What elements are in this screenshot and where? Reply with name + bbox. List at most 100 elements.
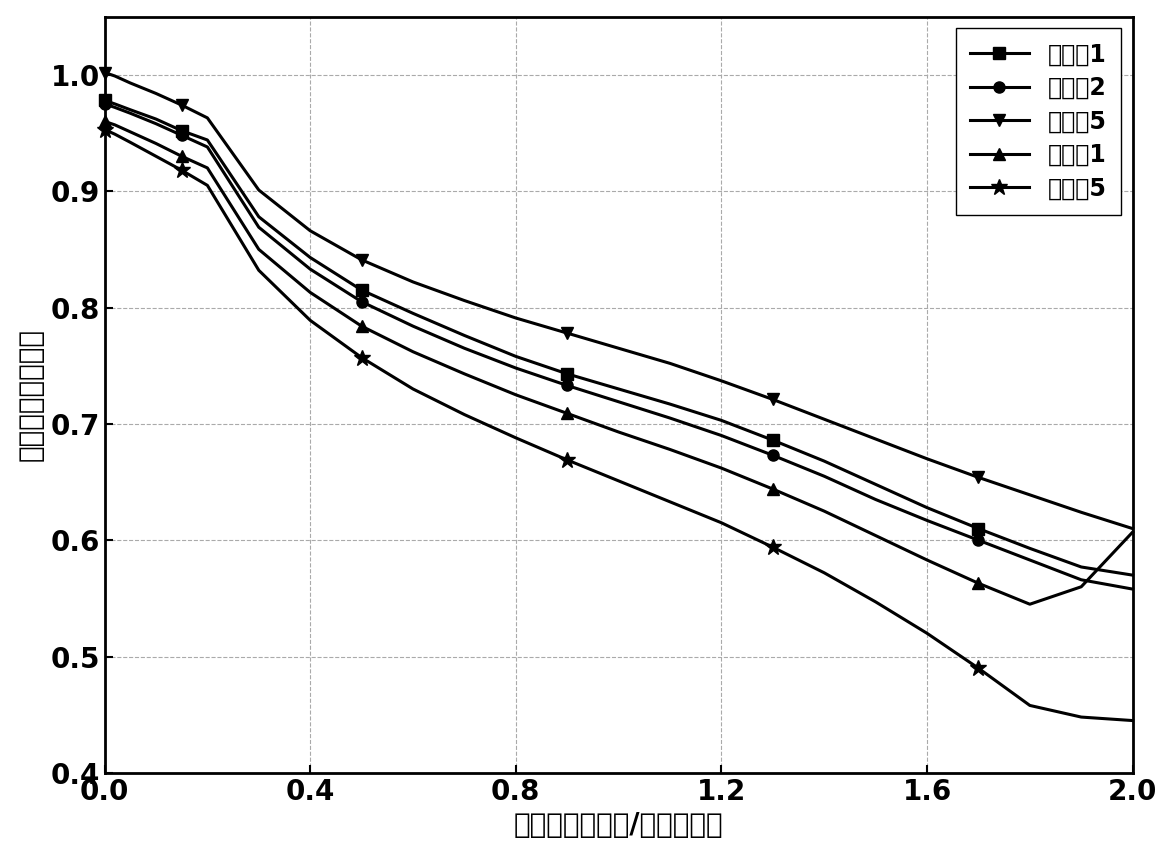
对比例1 [123, 127, 137, 137]
实施例5 [1023, 490, 1037, 500]
对比例1 [303, 288, 317, 298]
实施例2 [714, 431, 728, 441]
实施例2 [508, 363, 522, 373]
实施例5 [458, 295, 472, 306]
实施例5 [201, 113, 215, 123]
对比例1 [560, 408, 574, 419]
实施例5 [303, 226, 317, 236]
对比例5 [817, 568, 831, 578]
实施例1 [971, 524, 985, 534]
实施例5 [149, 88, 163, 98]
实施例1 [251, 211, 265, 222]
Y-axis label: 电池电压（伏特）: 电池电压（伏特） [16, 329, 45, 461]
对比例5 [1126, 716, 1140, 726]
对比例5 [869, 597, 883, 607]
实施例5 [406, 276, 420, 287]
实施例1 [663, 399, 677, 409]
实施例5 [560, 328, 574, 338]
实施例1 [149, 114, 163, 124]
对比例5 [149, 152, 163, 162]
实施例1 [1126, 570, 1140, 580]
对比例1 [175, 152, 189, 162]
对比例5 [765, 542, 780, 552]
实施例5 [1074, 507, 1088, 517]
对比例5 [97, 124, 112, 134]
实施例1 [765, 435, 780, 445]
对比例5 [458, 409, 472, 419]
实施例5 [765, 395, 780, 405]
对比例5 [663, 496, 677, 507]
实施例1 [714, 415, 728, 425]
对比例5 [201, 181, 215, 191]
Line: 实施例2: 实施例2 [99, 98, 1139, 595]
实施例1 [201, 135, 215, 146]
实施例2 [765, 450, 780, 461]
实施例5 [508, 312, 522, 323]
实施例2 [663, 413, 677, 423]
对比例1 [920, 555, 935, 565]
实施例5 [612, 343, 626, 354]
实施例1 [355, 285, 369, 295]
Line: 实施例1: 实施例1 [99, 95, 1139, 580]
对比例1 [149, 139, 163, 149]
对比例5 [971, 663, 985, 674]
实施例5 [869, 434, 883, 444]
对比例1 [869, 531, 883, 541]
对比例5 [108, 129, 122, 140]
实施例2 [175, 130, 189, 140]
对比例5 [251, 265, 265, 276]
实施例1 [869, 479, 883, 490]
实施例1 [817, 456, 831, 467]
实施例2 [123, 108, 137, 118]
Line: 实施例5: 实施例5 [99, 67, 1139, 534]
实施例2 [201, 142, 215, 152]
实施例2 [406, 321, 420, 331]
对比例5 [175, 165, 189, 175]
对比例1 [663, 444, 677, 455]
实施例2 [1074, 574, 1088, 585]
实施例2 [612, 396, 626, 407]
实施例2 [458, 343, 472, 354]
实施例2 [560, 380, 574, 390]
实施例5 [355, 255, 369, 265]
实施例1 [458, 330, 472, 341]
实施例5 [175, 100, 189, 110]
实施例1 [108, 98, 122, 109]
实施例1 [508, 351, 522, 361]
对比例5 [123, 137, 137, 147]
对比例1 [97, 116, 112, 127]
对比例1 [1074, 581, 1088, 591]
实施例5 [920, 454, 935, 464]
Line: 对比例5: 对比例5 [96, 122, 1141, 729]
实施例5 [1126, 524, 1140, 534]
实施例1 [175, 126, 189, 136]
对比例5 [508, 432, 522, 443]
实施例2 [920, 515, 935, 526]
实施例2 [303, 264, 317, 274]
对比例1 [406, 347, 420, 357]
实施例5 [971, 473, 985, 483]
对比例5 [303, 315, 317, 325]
实施例2 [97, 98, 112, 109]
对比例1 [355, 321, 369, 331]
实施例1 [920, 502, 935, 513]
实施例2 [971, 535, 985, 545]
对比例5 [920, 628, 935, 639]
实施例1 [560, 369, 574, 379]
对比例1 [765, 484, 780, 494]
实施例1 [123, 104, 137, 115]
实施例1 [406, 308, 420, 318]
Legend: 实施例1, 实施例2, 实施例5, 对比例1, 对比例5: 实施例1, 实施例2, 实施例5, 对比例1, 对比例5 [956, 28, 1121, 215]
实施例1 [612, 383, 626, 394]
对比例1 [612, 427, 626, 437]
对比例1 [458, 369, 472, 379]
Line: 对比例1: 对比例1 [99, 116, 1139, 609]
X-axis label: 电流密度（安培/平方厘米）: 电流密度（安培/平方厘米） [514, 811, 723, 840]
实施例2 [1126, 584, 1140, 594]
实施例2 [108, 102, 122, 112]
实施例2 [251, 222, 265, 232]
实施例2 [149, 119, 163, 129]
实施例5 [817, 414, 831, 425]
对比例5 [406, 383, 420, 394]
对比例5 [355, 353, 369, 363]
